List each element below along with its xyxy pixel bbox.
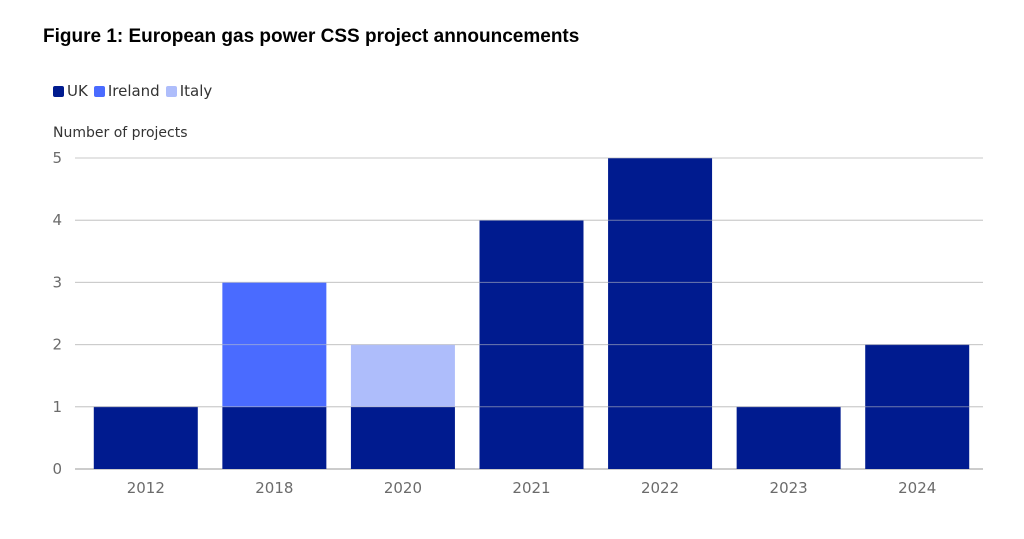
y-tick-label: 1 <box>52 398 62 416</box>
legend-item-italy: Italy <box>165 82 213 100</box>
bar-italy-2020 <box>350 344 455 407</box>
x-tick-label: 2021 <box>512 479 550 497</box>
legend-item-ireland: Ireland <box>93 82 160 100</box>
bar-uk-2020 <box>350 406 455 469</box>
legend: UK Ireland Italy <box>53 82 218 100</box>
x-tick-label: 2020 <box>384 479 422 497</box>
chart-title: Figure 1: European gas power CSS project… <box>43 26 580 47</box>
x-tick-label: 2024 <box>898 479 936 497</box>
y-tick-label: 5 <box>52 149 62 167</box>
legend-swatch-ireland <box>93 85 105 97</box>
x-tick-label: 2018 <box>255 479 293 497</box>
x-tick-label: 2023 <box>770 479 808 497</box>
y-tick-label: 4 <box>52 211 62 229</box>
x-tick-label: 2022 <box>641 479 679 497</box>
y-tick-label: 0 <box>52 460 62 478</box>
legend-swatch-uk <box>53 85 64 97</box>
y-axis-label: Number of projects <box>53 125 188 141</box>
legend-label-ireland: Ireland <box>107 82 160 100</box>
x-tick-label: 2012 <box>127 479 165 497</box>
y-tick-label: 2 <box>52 336 62 354</box>
bar-uk-2023 <box>736 406 841 469</box>
legend-item-uk: UK <box>53 82 88 100</box>
legend-label-italy: Italy <box>179 82 213 100</box>
bar-uk-2012 <box>93 406 198 469</box>
legend-swatch-italy <box>165 85 177 97</box>
y-tick-label: 3 <box>52 273 62 291</box>
bar-uk-2018 <box>222 406 327 469</box>
legend-label-uk: UK <box>67 82 88 100</box>
bar-uk-2022 <box>608 158 713 469</box>
